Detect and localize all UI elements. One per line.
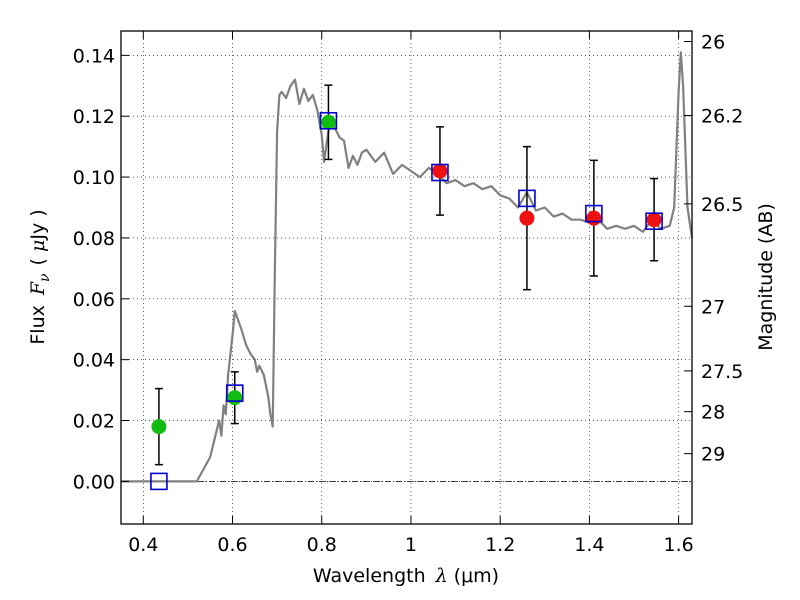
x-axis-label-text: Wavelength: [313, 565, 426, 587]
x-axis-label-unit: (μm): [454, 565, 499, 587]
observed-point-5: [586, 210, 602, 226]
plot-frame: [120, 30, 693, 525]
x-axis-label-symbol: λ: [435, 565, 448, 587]
y-axis-label-text: Flux: [27, 305, 49, 345]
y-tick-label-5: 0.10: [73, 167, 115, 189]
right-tick-label-0: 26: [701, 32, 725, 54]
y-tick-labels: 0.00 0.02 0.04 0.06 0.08 0.10 0.12 0.14: [73, 45, 115, 493]
right-tick-label-4: 27.5: [701, 361, 743, 383]
right-tick-label-2: 26.5: [701, 194, 743, 216]
model-point-6: [645, 212, 663, 231]
x-tick-label-3: 1: [405, 534, 417, 556]
y-axis-label-mu: μ: [27, 240, 49, 252]
right-tick-label-5: 28: [701, 402, 725, 424]
x-tick-label-0: 0.4: [128, 534, 158, 556]
y-tick-label-6: 0.12: [73, 106, 115, 128]
right-tick-label-1: 26.2: [701, 106, 743, 128]
error-bars: [154, 84, 659, 466]
model-point-5: [585, 204, 603, 223]
y-axis-label-symbol: F: [27, 281, 49, 296]
observed-point-6: [646, 212, 662, 228]
y-tick-label-0: 0.00: [73, 471, 115, 493]
y-tick-label-2: 0.04: [73, 350, 115, 372]
y-axis-label-unit: Jy: [27, 223, 49, 241]
x-tick-label-4: 1.2: [485, 534, 515, 556]
model-point-4: [518, 189, 536, 208]
x-tick-label-1: 0.6: [217, 534, 247, 556]
model-points: [150, 111, 663, 491]
x-tick-labels: 0.4 0.6 0.8 1 1.2 1.4 1.6: [128, 534, 694, 556]
x-axis-label: Wavelength λ (μm): [313, 565, 499, 587]
model-point-2: [319, 111, 338, 130]
right-tick-label-3: 27: [701, 296, 725, 318]
y-tick-label-1: 0.02: [73, 411, 115, 433]
observed-point-4: [519, 210, 535, 226]
model-spectrum-line: [121, 51, 694, 483]
grid-lines: [121, 31, 692, 524]
y-axis-label-close: ): [27, 209, 49, 216]
observed-point-1: [227, 390, 243, 406]
model-point-1: [225, 384, 244, 402]
y-axis-label: Flux Fν ( μJy): [27, 209, 53, 344]
model-point-3: [431, 163, 449, 182]
y-tick-label-7: 0.14: [73, 45, 115, 67]
x-tick-label-2: 0.8: [307, 534, 337, 556]
x-tick-label-5: 1.4: [574, 534, 604, 556]
observed-point-3: [432, 163, 448, 179]
y-tick-label-3: 0.06: [73, 289, 115, 311]
x-tick-label-6: 1.6: [664, 534, 694, 556]
right-tick-labels: 26 26.2 26.5 27 27.5 28 29: [701, 32, 743, 466]
y-axis-label-open: (: [27, 258, 49, 265]
model-point-0: [150, 472, 168, 491]
model-spectrum: [121, 51, 694, 483]
observed-point-2: [320, 114, 336, 130]
right-axis-label: Magnitude (AB): [755, 203, 777, 351]
axis-ticks: [121, 31, 692, 524]
right-tick-label-6: 29: [701, 444, 725, 466]
y-axis-label-subscript: ν: [37, 273, 53, 282]
y-tick-label-4: 0.08: [73, 228, 115, 250]
observed-point-0: [151, 419, 167, 435]
